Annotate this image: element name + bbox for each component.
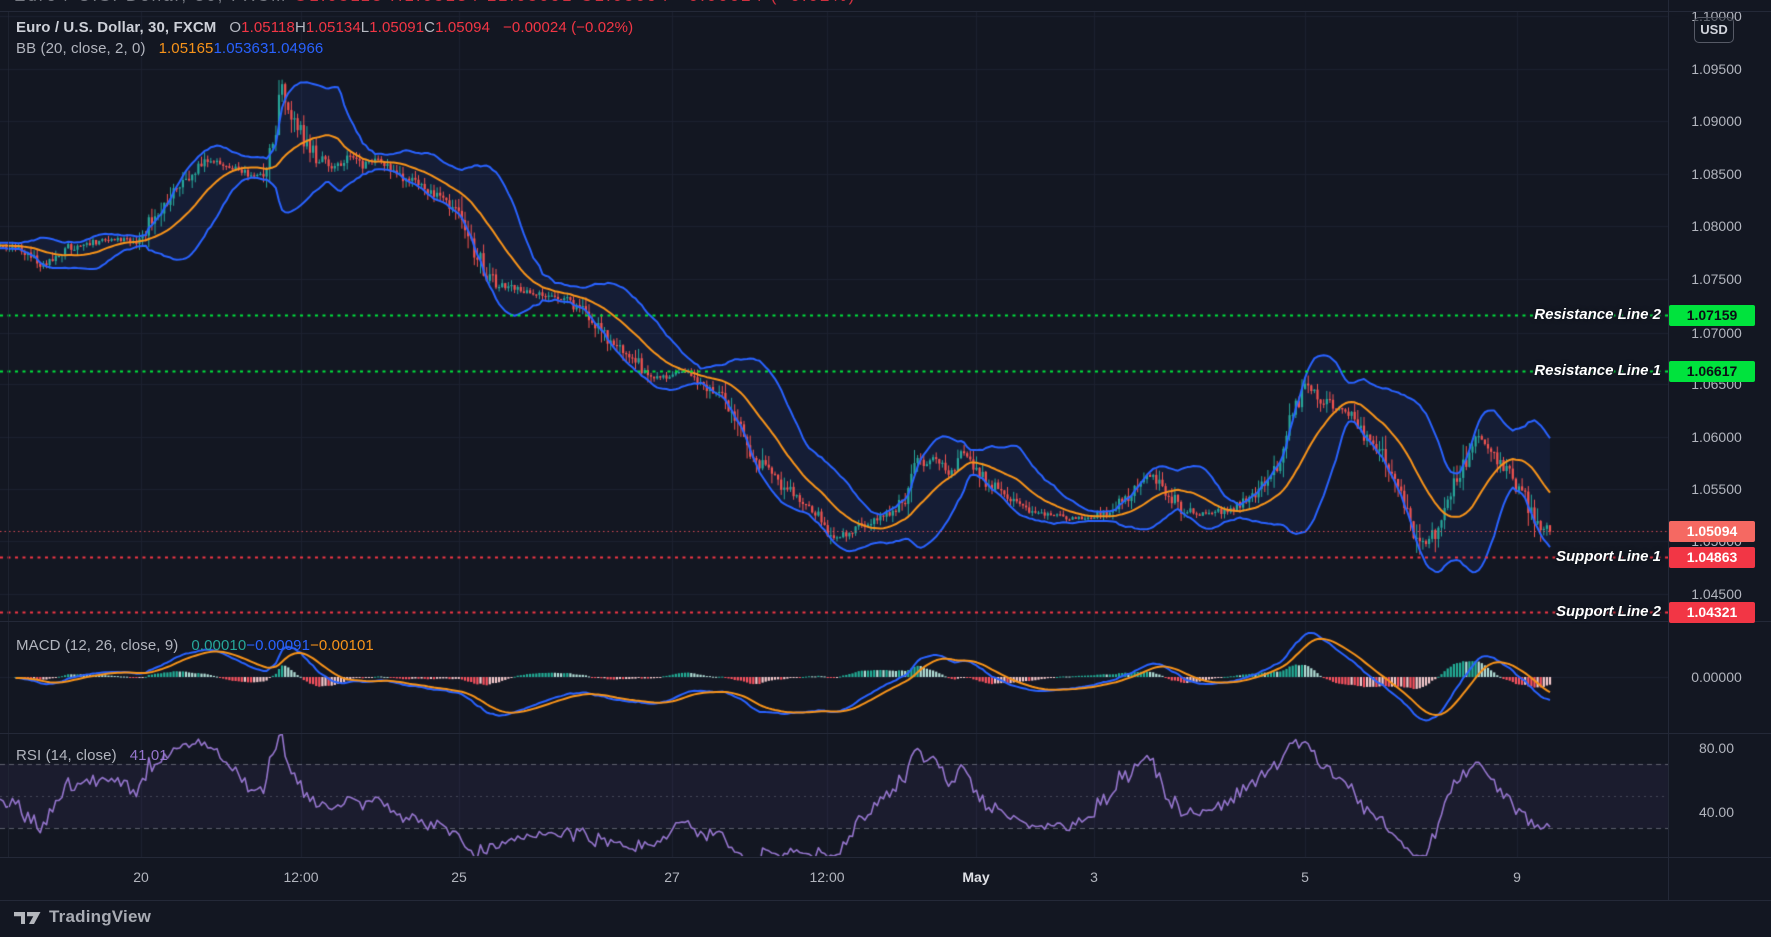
ohlc-values: O1.05118H1.05134L1.05091C1.05094	[229, 19, 490, 36]
level-badge-1.06617: 1.06617	[1669, 361, 1755, 382]
bb-value-2: 1.04966	[268, 40, 324, 57]
price-axis-tick-1.07500: 1.07500	[1691, 271, 1742, 287]
time-axis-label-9: 9	[1513, 869, 1521, 885]
price-axis-tick-1.07000: 1.07000	[1691, 325, 1742, 341]
price-axis-tick-1.09000: 1.09000	[1691, 113, 1742, 129]
tradingview-logo-icon	[14, 911, 41, 924]
price-axis-border	[1668, 0, 1669, 900]
price-chart-canvas[interactable]	[0, 0, 1668, 857]
rsi-legend-row: RSI (14, close) 41.01	[16, 747, 168, 764]
macd-legend-row: MACD (12, 26, close, 9) 0.00010−0.00091−…	[16, 637, 374, 654]
symbol-title[interactable]: Euro / U.S. Dollar, 30, FXCM	[16, 19, 217, 36]
time-axis-label-25: 25	[451, 869, 467, 885]
price-axis-tick-1.08000: 1.08000	[1691, 218, 1742, 234]
price-axis-tick-1.09500: 1.09500	[1691, 61, 1742, 77]
rsi-value: 41.01	[129, 747, 168, 764]
price-axis-tick-80.00: 80.00	[1698, 740, 1735, 756]
currency-toggle-button[interactable]: USD	[1694, 17, 1734, 43]
level-label-resistance-line-1[interactable]: Resistance Line 1	[1534, 362, 1661, 379]
bb-legend-row: BB (20, close, 2, 0) 1.051651.053631.049…	[16, 40, 323, 57]
time-axis-top-border	[0, 857, 1771, 858]
price-axis-tick-1.08500: 1.08500	[1691, 166, 1742, 182]
macd-value-0: 0.00010	[191, 637, 247, 654]
bb-values: 1.051651.053631.04966	[159, 40, 324, 57]
ohlc-letter-L: L	[360, 19, 370, 36]
level-badge-1.04863: 1.04863	[1669, 547, 1755, 568]
clipped-legend-fragment: Euro / U.S. Dollar, 30, FXCM O1.05118 H1…	[14, 0, 856, 6]
price-axis-tick-1.05500: 1.05500	[1691, 481, 1742, 497]
price-change: −0.00024 (−0.02%)	[503, 19, 634, 36]
price-axis-tick-0.00000: 0.00000	[1691, 669, 1742, 685]
level-label-support-line-1[interactable]: Support Line 1	[1556, 548, 1661, 565]
tradingview-logo-text: TradingView	[49, 907, 152, 926]
bb-value-0: 1.05165	[158, 40, 214, 57]
price-axis-tick-40.00: 40.00	[1698, 804, 1735, 820]
macd-value-2: −0.00101	[310, 637, 374, 654]
chart-top-frame	[0, 11, 1771, 12]
ohlc-letter-C: C	[424, 19, 436, 36]
tradingview-logo[interactable]: TradingView	[14, 907, 151, 927]
chart-left-frame	[8, 11, 9, 857]
level-label-support-line-2[interactable]: Support Line 2	[1556, 603, 1661, 620]
time-axis-label-May: May	[962, 869, 990, 885]
macd-value-1: −0.00091	[246, 637, 311, 654]
last-price-badge: 1.05094	[1669, 521, 1755, 542]
time-axis-bottom-border	[0, 900, 1771, 901]
pane-divider-rsi[interactable]	[0, 733, 1771, 734]
price-axis-tick-1.06000: 1.06000	[1691, 429, 1742, 445]
pane-divider-macd[interactable]	[0, 621, 1771, 622]
ohlc-letter-H: H	[294, 19, 306, 36]
time-axis-label-5: 5	[1301, 869, 1309, 885]
symbol-legend-row: Euro / U.S. Dollar, 30, FXCM O1.05118H1.…	[16, 19, 633, 36]
time-axis-label-20: 20	[133, 869, 149, 885]
level-label-resistance-line-2[interactable]: Resistance Line 2	[1534, 306, 1661, 323]
time-axis-label-3: 3	[1090, 869, 1098, 885]
bb-label[interactable]: BB (20, close, 2, 0)	[16, 40, 146, 57]
ohlc-value-L: 1.05091	[369, 19, 425, 36]
time-axis-label-12:00: 12:00	[283, 869, 319, 885]
macd-values: 0.00010−0.00091−0.00101	[191, 637, 373, 654]
price-axis-tick-1.04500: 1.04500	[1691, 586, 1742, 602]
time-axis-label-12:00: 12:00	[809, 869, 845, 885]
rsi-label[interactable]: RSI (14, close)	[16, 747, 117, 764]
level-badge-1.07159: 1.07159	[1669, 305, 1755, 326]
ohlc-value-C: 1.05094	[435, 19, 491, 36]
ohlc-letter-O: O	[229, 19, 242, 36]
ohlc-value-H: 1.05134	[305, 19, 361, 36]
ohlc-value-O: 1.05118	[241, 19, 295, 36]
bb-value-1: 1.05363	[213, 40, 269, 57]
macd-label[interactable]: MACD (12, 26, close, 9)	[16, 637, 179, 654]
level-badge-1.04321: 1.04321	[1669, 602, 1755, 623]
time-axis-label-27: 27	[664, 869, 680, 885]
